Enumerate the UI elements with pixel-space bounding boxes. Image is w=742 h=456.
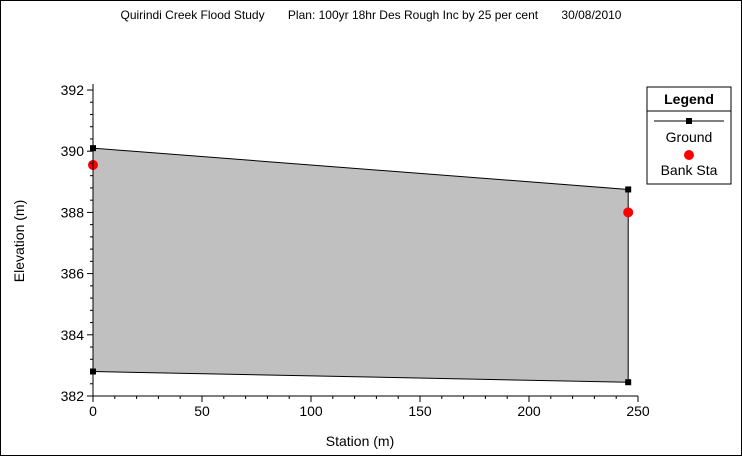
ground-fill-area [93,148,629,383]
y-tick-label-390: 390 [61,143,85,159]
y-tick-label-384: 384 [61,327,85,343]
y-tick-label-382: 382 [61,388,85,404]
ground-point-3 [625,379,632,386]
legend-ground-marker [686,118,692,124]
legend-ground-label: Ground [666,129,713,145]
legend-bank-label: Bank Sta [661,162,718,178]
y-tick-label-392: 392 [61,82,85,98]
chart-title-study: Quirindi Creek Flood Study [120,8,265,22]
x-tick-label-200: 200 [517,403,541,419]
y-tick-label-388: 388 [61,204,85,220]
ground-point-2 [625,186,632,193]
x-tick-label-150: 150 [408,403,432,419]
legend-bank-marker [684,150,694,160]
chart-title-plan: Plan: 100yr 18hr Des Rough Inc by 25 per… [287,8,539,22]
x-tick-label-0: 0 [89,403,97,419]
chart-title-date: 30/08/2010 [561,8,622,22]
legend-box [646,86,732,185]
legend: Legend Ground Bank Sta [646,86,732,185]
y-tick-label-386: 386 [61,266,85,282]
plot-layer [88,145,634,386]
bank-sta-point-1 [623,207,634,218]
chart-title: Quirindi Creek Flood Study Plan: 100yr 1… [0,8,742,22]
x-tick-label-250: 250 [626,403,650,419]
axes-layer: 382 384 386 388 390 392 0 50 100 150 200 250 [61,82,650,419]
y-axis-label: Elevation (m) [11,200,27,282]
x-tick-label-100: 100 [299,403,323,419]
x-axis-label: Station (m) [326,433,394,449]
legend-title: Legend [664,91,714,107]
x-tick-label-50: 50 [194,403,210,419]
